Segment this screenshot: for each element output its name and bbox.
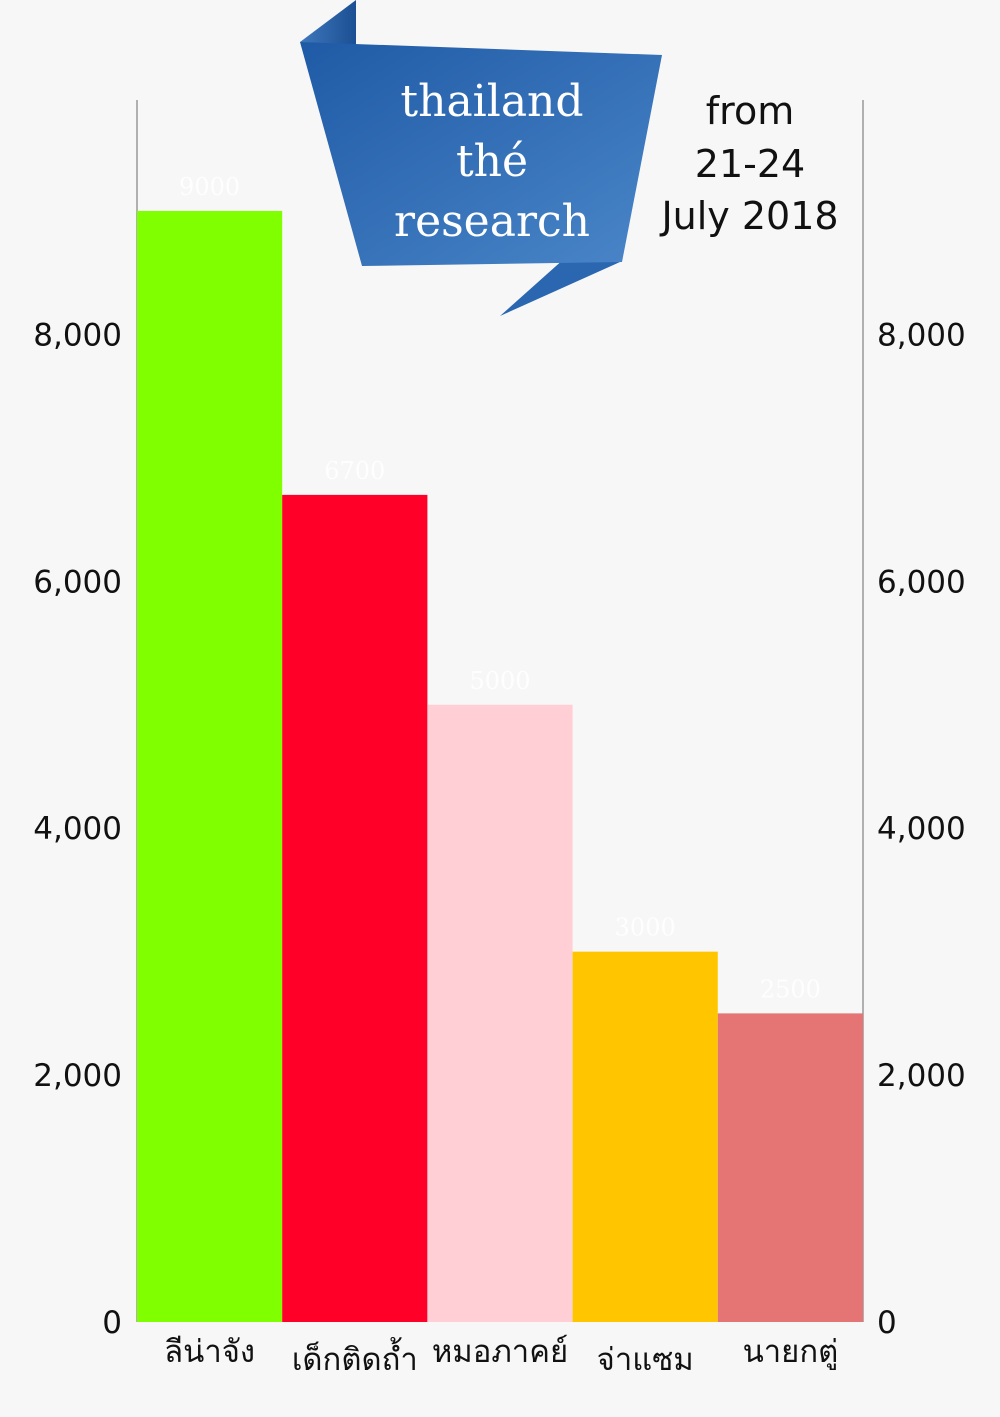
date-note-line-3: July 2018 [659,194,838,238]
date-note: from 21-24 July 2018 [659,89,838,238]
bars-group [137,210,863,1323]
bar [572,951,718,1322]
y-tick-label-left: 2,000 [33,1058,122,1094]
bar [427,704,573,1322]
y-tick-label-left: 4,000 [33,811,122,847]
y-tick-label-left: 0 [102,1305,122,1341]
bar [717,1013,863,1322]
bar-value-label: 9000 [179,173,240,201]
x-category-labels: ลีน่าจัง เด็กติดถ้ำ หมอภาคย์ จ่าแซม นายก… [164,1334,838,1378]
bar-value-label: 2500 [760,975,821,1003]
bar-value-label: 3000 [615,914,676,942]
banner-line-3: research [394,196,590,247]
date-note-line-2: 21-24 [695,142,805,186]
left-y-tick-labels: 0 2,000 4,000 6,000 8,000 [33,317,122,1341]
x-category-label: จ่าแซม [597,1342,694,1378]
bar-value-label: 6700 [324,457,385,485]
banner-fold-bottom [500,258,620,316]
y-tick-label-right: 6,000 [877,564,966,600]
banner-body [300,42,662,266]
y-tick-label-left: 6,000 [33,564,122,600]
bar [282,494,428,1322]
value-labels: 9000 6700 5000 3000 2500 [179,173,821,1003]
y-tick-label-right: 4,000 [877,811,966,847]
x-category-label: ลีน่าจัง [164,1334,255,1370]
ribbon-banner-logo: thailand thé research [300,0,662,316]
right-y-tick-labels: 0 2,000 4,000 6,000 8,000 [877,317,966,1341]
x-category-label: นายกตู่ [743,1334,839,1370]
x-category-label: หมอภาคย์ [432,1334,568,1370]
bar [137,210,283,1323]
y-tick-label-left: 8,000 [33,317,122,353]
date-note-line-1: from [706,89,794,133]
banner-line-1: thailand [400,76,583,127]
y-tick-label-right: 2,000 [877,1058,966,1094]
bar-value-label: 5000 [469,667,530,695]
y-tick-label-right: 8,000 [877,317,966,353]
banner-line-2: thé [456,136,528,187]
y-tick-label-right: 0 [877,1305,897,1341]
x-category-label: เด็กติดถ้ำ [292,1337,418,1378]
